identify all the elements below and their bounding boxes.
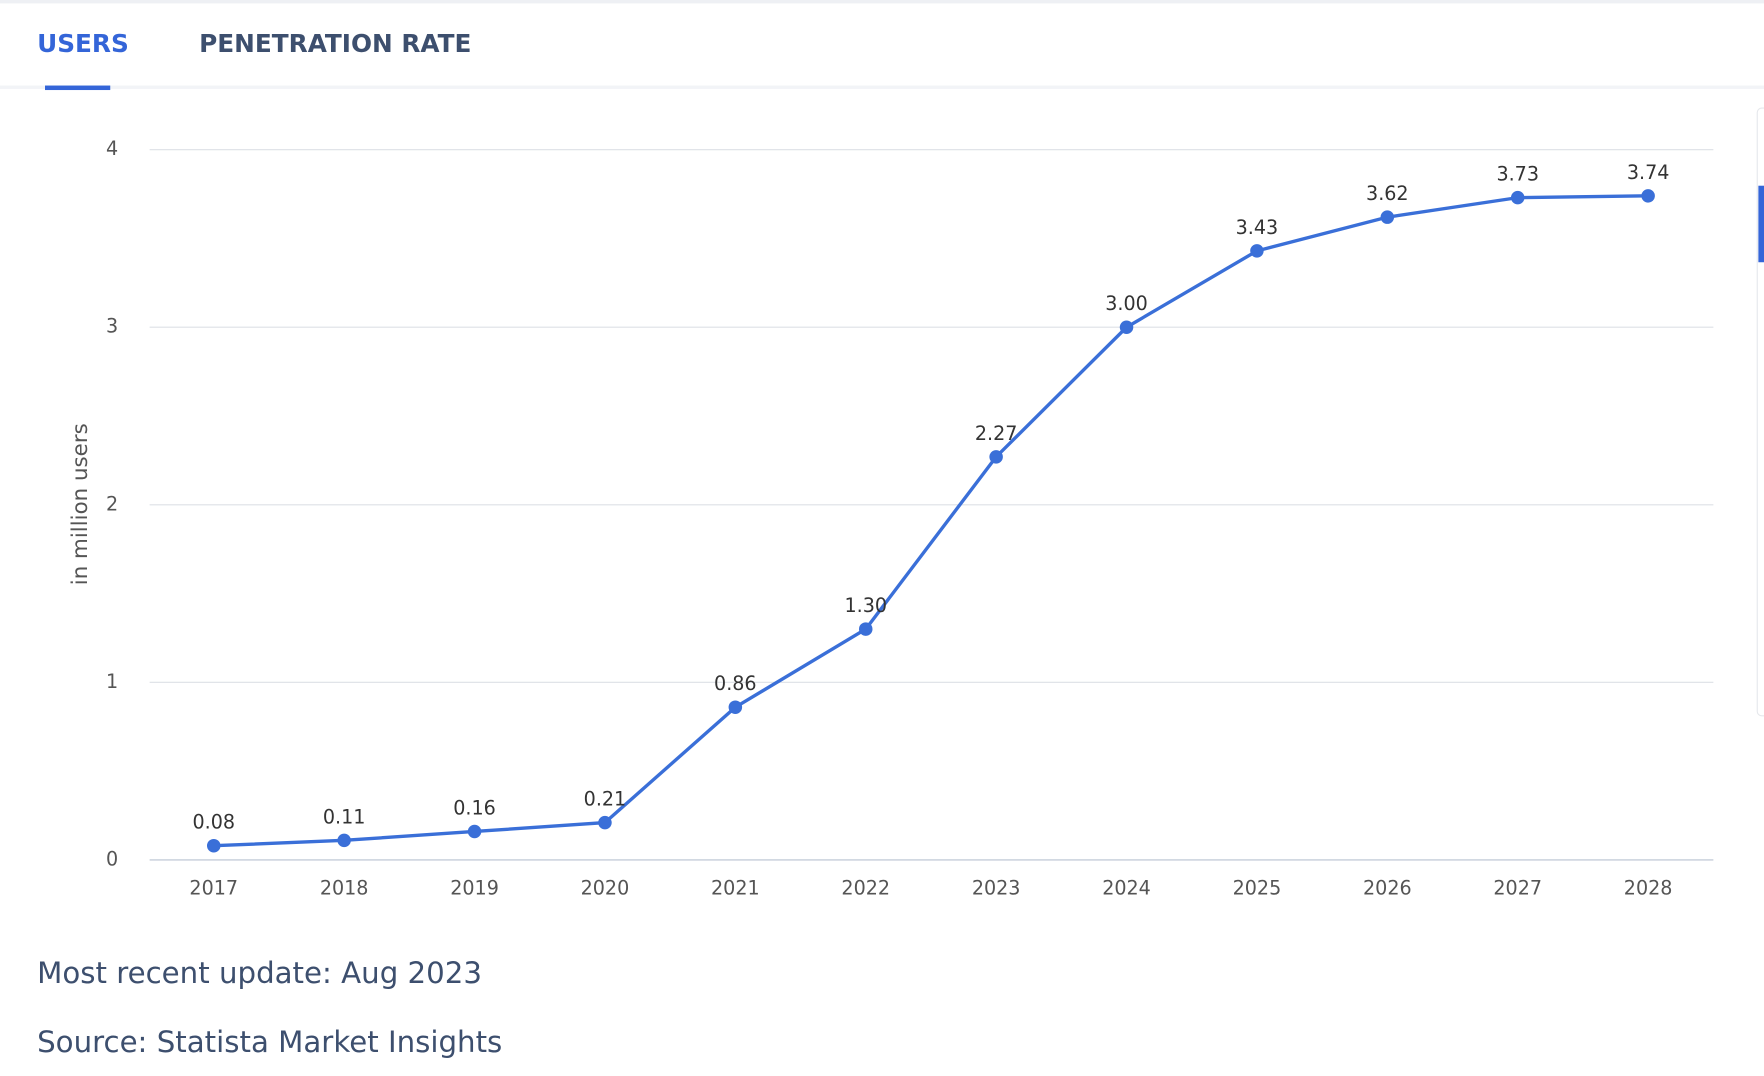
value-label: 3.43 xyxy=(1236,216,1279,239)
value-label: 3.74 xyxy=(1627,161,1670,184)
y-tick-label: 0 xyxy=(106,847,118,870)
tab-users[interactable]: USERS xyxy=(37,29,129,58)
tab-underline xyxy=(45,85,111,91)
x-tick-label: 2028 xyxy=(1624,877,1673,900)
tab-penetration[interactable]: PENETRATION RATE xyxy=(199,29,471,58)
value-label: 0.11 xyxy=(323,805,366,828)
point xyxy=(1641,189,1655,203)
value-label: 1.30 xyxy=(844,594,887,617)
value-label: 2.27 xyxy=(975,422,1018,445)
value-label: 3.00 xyxy=(1105,292,1148,315)
value-label: 3.73 xyxy=(1496,163,1539,186)
point xyxy=(598,815,612,830)
point xyxy=(1510,190,1525,205)
x-tick-label: 2021 xyxy=(711,877,760,900)
point xyxy=(467,824,482,839)
point xyxy=(1380,210,1395,224)
top-border xyxy=(0,0,1764,4)
x-tick-label: 2027 xyxy=(1493,877,1542,900)
y-tick-label: 3 xyxy=(106,315,118,338)
value-label: 3.62 xyxy=(1366,182,1409,205)
point xyxy=(728,700,743,714)
tab-divider xyxy=(0,85,1764,89)
line xyxy=(213,194,1649,848)
x-tick-label: 2019 xyxy=(450,877,499,900)
x-tick-label: 2026 xyxy=(1363,877,1412,900)
x-tick-label: 2023 xyxy=(972,877,1021,900)
x-tick-label: 2018 xyxy=(320,877,369,900)
y-axis-label: in million users xyxy=(68,423,93,585)
y-tick-label: 1 xyxy=(106,670,118,693)
point xyxy=(337,833,351,848)
side-marker xyxy=(1758,185,1764,263)
x-tick-label: 2024 xyxy=(1102,877,1151,900)
x-tick-label: 2025 xyxy=(1233,877,1282,900)
y-tick-label: 2 xyxy=(106,492,118,515)
x-tick-label: 2022 xyxy=(841,877,890,900)
value-label: 0.86 xyxy=(714,672,757,695)
value-label: 0.16 xyxy=(453,796,496,819)
point xyxy=(989,450,1003,464)
x-tick-label: 2017 xyxy=(189,877,238,900)
x-tick-label: 2020 xyxy=(581,877,630,900)
point xyxy=(858,622,873,636)
value-label: 0.08 xyxy=(192,811,235,834)
footer-source: Source: Statista Market Insights xyxy=(37,1025,502,1059)
point xyxy=(1119,320,1134,334)
point xyxy=(207,838,221,853)
point xyxy=(1250,244,1264,258)
y-tick-label: 4 xyxy=(106,137,118,160)
value-label: 0.21 xyxy=(584,788,627,811)
footer-update: Most recent update: Aug 2023 xyxy=(37,956,482,990)
